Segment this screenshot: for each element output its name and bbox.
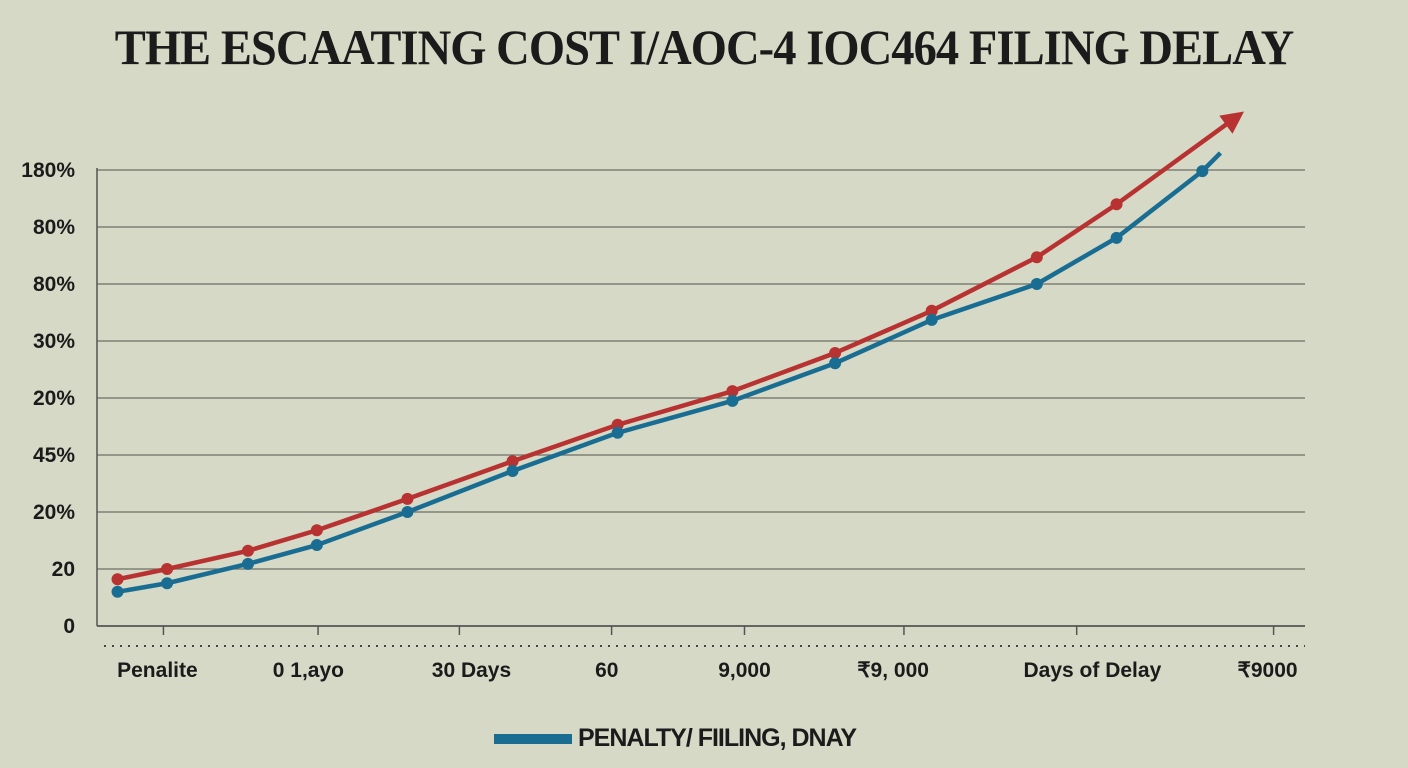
series-line-0 <box>117 111 1245 582</box>
series-line-1 <box>117 151 1223 595</box>
data-point <box>829 357 842 370</box>
data-point <box>310 524 323 537</box>
y-tick-label: 180% <box>21 159 75 182</box>
y-tick-label: 80% <box>33 216 75 239</box>
y-tick-label: 45% <box>33 444 75 467</box>
data-point <box>310 539 323 552</box>
data-point <box>1030 251 1043 264</box>
x-tick-label: Days of Delay <box>1024 659 1162 682</box>
x-tick-label: ₹9, 000 <box>857 659 929 682</box>
data-point <box>242 557 254 570</box>
legend-swatch <box>494 733 572 744</box>
x-tick-label: 0 1,ayo <box>273 659 344 682</box>
data-point <box>401 506 414 518</box>
y-tick-label: 20% <box>33 387 75 410</box>
y-tick-label: 80% <box>33 273 75 296</box>
x-tick-label: ₹9000 <box>1238 659 1298 682</box>
chart-title: THE ESCAATING COST I/AOC-4 IOC464 FILING… <box>114 19 1294 75</box>
y-tick-label: 30% <box>33 330 75 353</box>
data-point <box>161 563 174 575</box>
data-point <box>111 573 124 586</box>
legend: PENALTY/ FIILING, DNAY <box>494 724 857 753</box>
data-point <box>925 304 938 317</box>
legend-label: PENALTY/ FIILING, DNAY <box>578 724 857 752</box>
data-point <box>829 346 842 359</box>
x-tick-label: 60 <box>595 659 618 682</box>
data-point <box>401 492 414 505</box>
data-point <box>506 455 519 468</box>
data-point <box>161 577 174 590</box>
data-point <box>1110 198 1123 211</box>
y-tick-label: 20% <box>33 501 75 524</box>
data-point <box>111 585 124 598</box>
data-point <box>726 385 739 398</box>
data-point <box>726 394 739 407</box>
data-point <box>506 464 519 477</box>
data-point <box>1110 231 1123 244</box>
y-tick-label: 20 <box>52 558 75 581</box>
y-tick-label: 0 <box>63 615 75 638</box>
data-point <box>1196 165 1209 178</box>
x-tick-label: 9,000 <box>718 659 771 682</box>
x-tick-label: 30 Days <box>432 659 511 682</box>
data-point <box>242 544 254 557</box>
data-point <box>1030 278 1043 290</box>
data-point <box>925 313 938 326</box>
x-tick-label: Penalite <box>117 659 198 682</box>
data-point <box>611 426 624 439</box>
